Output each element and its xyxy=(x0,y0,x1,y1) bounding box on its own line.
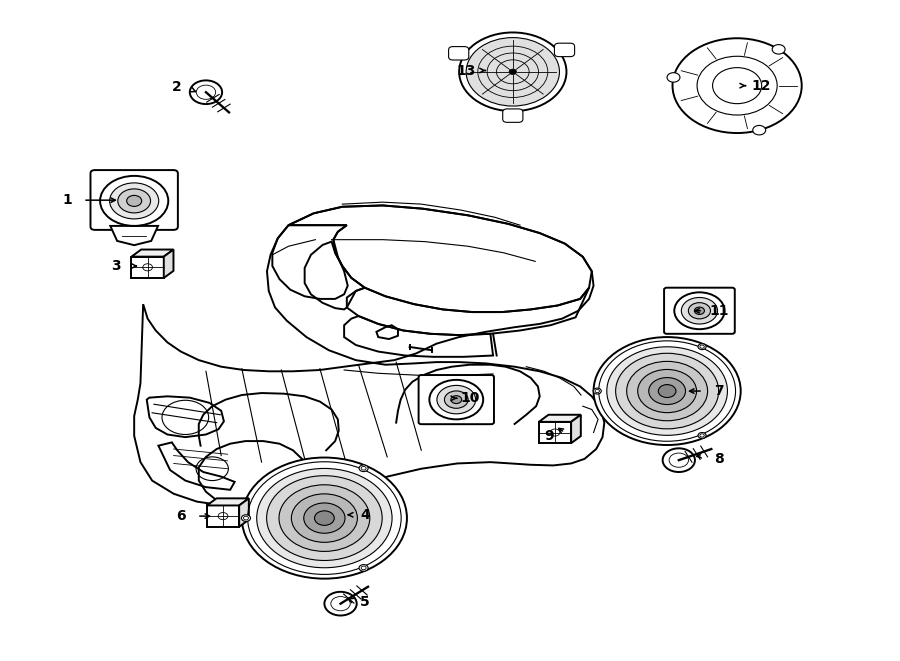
Circle shape xyxy=(429,380,483,419)
FancyBboxPatch shape xyxy=(207,506,239,527)
Circle shape xyxy=(110,183,158,219)
Text: 10: 10 xyxy=(460,391,480,405)
Circle shape xyxy=(698,344,706,350)
Text: 4: 4 xyxy=(360,508,370,522)
Polygon shape xyxy=(207,498,248,506)
Circle shape xyxy=(616,353,718,429)
Circle shape xyxy=(266,476,382,561)
Text: 3: 3 xyxy=(112,259,121,273)
Text: 13: 13 xyxy=(456,63,476,77)
Circle shape xyxy=(509,69,517,75)
Text: 9: 9 xyxy=(544,429,554,443)
Text: 2: 2 xyxy=(172,80,181,94)
Circle shape xyxy=(752,126,766,135)
Polygon shape xyxy=(572,414,580,443)
Polygon shape xyxy=(164,250,174,278)
Circle shape xyxy=(118,189,150,213)
Circle shape xyxy=(127,196,141,206)
Circle shape xyxy=(698,432,706,438)
Circle shape xyxy=(667,73,680,82)
Circle shape xyxy=(314,511,334,525)
Text: 6: 6 xyxy=(176,509,185,523)
Circle shape xyxy=(672,38,802,133)
Circle shape xyxy=(688,303,710,319)
Circle shape xyxy=(256,469,392,568)
Circle shape xyxy=(242,457,407,578)
Polygon shape xyxy=(539,414,580,422)
Circle shape xyxy=(359,465,368,471)
Circle shape xyxy=(445,391,468,408)
Circle shape xyxy=(607,347,727,436)
Circle shape xyxy=(436,385,476,414)
Text: 8: 8 xyxy=(715,452,724,466)
Circle shape xyxy=(638,369,697,412)
FancyBboxPatch shape xyxy=(554,43,574,57)
Text: 1: 1 xyxy=(62,193,72,207)
FancyBboxPatch shape xyxy=(418,375,494,424)
Text: 11: 11 xyxy=(709,304,729,318)
Circle shape xyxy=(451,396,462,404)
Circle shape xyxy=(626,362,707,421)
Circle shape xyxy=(279,485,370,551)
Circle shape xyxy=(190,81,222,104)
Text: 12: 12 xyxy=(752,79,771,93)
Circle shape xyxy=(324,592,356,615)
Circle shape xyxy=(241,515,250,522)
Circle shape xyxy=(772,44,785,54)
Circle shape xyxy=(658,385,676,397)
Polygon shape xyxy=(111,226,158,245)
Circle shape xyxy=(674,292,725,329)
Circle shape xyxy=(662,448,695,472)
FancyBboxPatch shape xyxy=(131,256,164,278)
Circle shape xyxy=(695,307,705,315)
Circle shape xyxy=(681,297,717,324)
FancyBboxPatch shape xyxy=(503,109,523,122)
Text: 5: 5 xyxy=(360,596,370,609)
Circle shape xyxy=(594,337,741,445)
Circle shape xyxy=(459,32,566,111)
FancyBboxPatch shape xyxy=(539,422,572,443)
Circle shape xyxy=(466,38,560,106)
Circle shape xyxy=(304,503,345,533)
FancyBboxPatch shape xyxy=(664,288,734,334)
Polygon shape xyxy=(131,250,174,256)
Circle shape xyxy=(649,377,686,405)
Text: 7: 7 xyxy=(715,384,724,398)
Circle shape xyxy=(292,494,357,542)
FancyBboxPatch shape xyxy=(448,46,469,60)
Polygon shape xyxy=(239,498,248,527)
Circle shape xyxy=(698,56,778,115)
Circle shape xyxy=(359,564,368,571)
Circle shape xyxy=(593,388,601,394)
FancyBboxPatch shape xyxy=(91,170,178,230)
Circle shape xyxy=(100,176,168,226)
